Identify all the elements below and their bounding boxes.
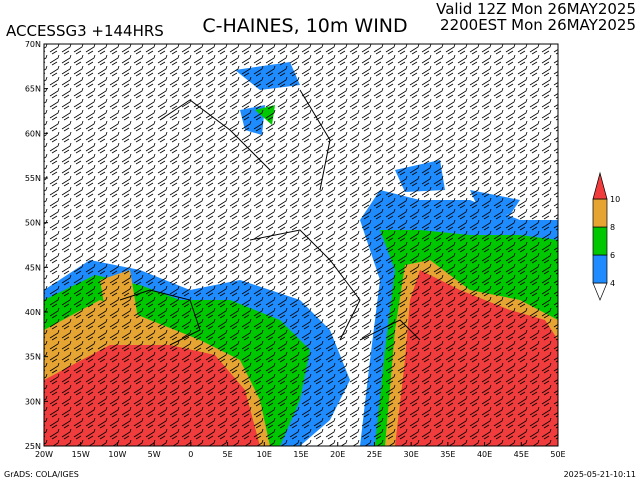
lat-label: 45N (25, 263, 41, 272)
lat-label: 55N (25, 174, 41, 183)
lon-label: 20E (330, 450, 345, 459)
colorbar-box (592, 226, 608, 256)
lon-label: 20W (35, 450, 53, 459)
lat-label: 40N (25, 308, 41, 317)
colorbar-label: 4 (610, 279, 615, 288)
lon-label: 0 (188, 450, 193, 459)
model-label: ACCESSG3 +144HRS (6, 22, 164, 40)
map-title: C-HAINES, 10m WIND (202, 15, 407, 37)
lon-label: 30E (404, 450, 419, 459)
lat-label: 70N (25, 40, 41, 49)
credit: GrADS: COLA/IGES (4, 470, 79, 479)
lat-label: 60N (25, 129, 41, 138)
timestamp: 2025-05-21-10:11 (564, 470, 636, 479)
lat-label: 30N (25, 397, 41, 406)
colorbar-label: 6 (610, 251, 615, 260)
colorbar-box (592, 198, 608, 228)
lon-label: 35E (440, 450, 455, 459)
lat-label: 50N (25, 219, 41, 228)
local-time: 2200EST Mon 26MAY2025 (440, 16, 636, 34)
lon-label: 45E (514, 450, 529, 459)
lon-label: 15W (72, 450, 90, 459)
lon-label: 5E (222, 450, 232, 459)
lon-label: 10E (257, 450, 272, 459)
lon-label: 5W (148, 450, 161, 459)
lat-label: 65N (25, 85, 41, 94)
lon-label: 10W (108, 450, 126, 459)
lat-label: 25N (25, 442, 41, 451)
lon-label: 25E (367, 450, 382, 459)
valid-time: Valid 12Z Mon 26MAY2025 (436, 0, 636, 18)
map-fields (44, 44, 558, 446)
wind-barbs (44, 44, 558, 446)
colorbar-label: 10 (610, 195, 620, 204)
coastline (119, 89, 421, 346)
lat-label: 35N (25, 353, 41, 362)
lon-label: 40E (477, 450, 492, 459)
colorbar-high-end (592, 171, 608, 200)
lon-label: 15E (293, 450, 308, 459)
colorbar-box (592, 254, 608, 284)
colorbar: 4 6 8 10 (592, 171, 620, 301)
colorbar-label: 8 (610, 223, 615, 232)
lon-label: 50E (550, 450, 565, 459)
